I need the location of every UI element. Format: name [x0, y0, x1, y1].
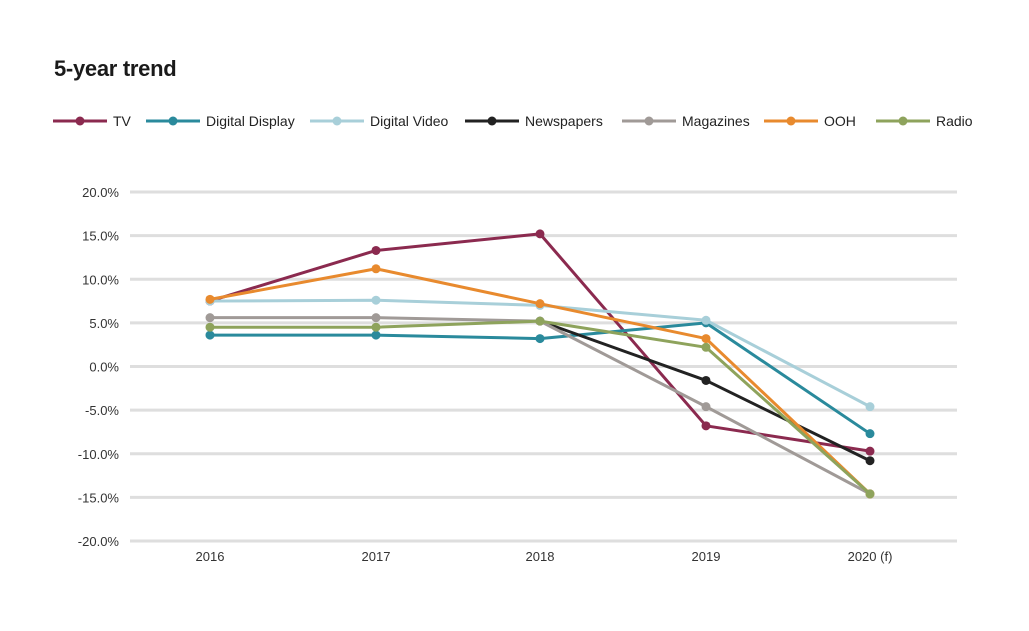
legend-marker [332, 116, 342, 126]
data-point [865, 402, 875, 412]
legend-marker [487, 116, 497, 126]
legend-item: Digital Video [310, 113, 449, 129]
legend-item: OOH [764, 113, 856, 129]
x-tick-label: 2020 (f) [848, 549, 893, 564]
data-point [205, 322, 215, 332]
data-point [865, 446, 875, 456]
series-lines [205, 229, 875, 499]
legend-marker [898, 116, 908, 126]
data-point [371, 313, 381, 323]
y-axis-ticks: 20.0% 15.0% 10.0% 5.0% 0.0% -5.0% -10.0% -15.0%… [78, 185, 120, 549]
data-point [701, 421, 711, 431]
legend-marker [168, 116, 178, 126]
data-point [701, 375, 711, 385]
data-point [535, 334, 545, 344]
y-tick-label: 5.0% [89, 316, 119, 331]
legend-item: Digital Display [146, 113, 295, 129]
data-point [535, 299, 545, 309]
y-tick-label: 0.0% [89, 360, 119, 375]
legend-marker [644, 116, 654, 126]
data-point [701, 334, 711, 344]
data-point [701, 342, 711, 352]
legend-label: OOH [824, 113, 856, 129]
x-tick-label: 2016 [196, 549, 225, 564]
y-tick-label: -15.0% [78, 490, 120, 505]
data-point [205, 313, 215, 323]
x-tick-label: 2017 [362, 549, 391, 564]
legend-item: Radio [876, 113, 973, 129]
gridlines [130, 190, 957, 543]
data-point [535, 229, 545, 239]
legend-item: Magazines [622, 113, 750, 129]
chart-title: 5-year trend [54, 56, 177, 81]
x-tick-label: 2018 [526, 549, 555, 564]
series-line [208, 319, 872, 496]
data-point [205, 294, 215, 304]
legend-label: TV [113, 113, 132, 129]
data-point [865, 489, 875, 499]
legend-item: TV [53, 113, 132, 129]
legend-label: Digital Video [370, 113, 449, 129]
y-tick-label: 10.0% [82, 272, 119, 287]
data-point [371, 264, 381, 274]
legend-marker [75, 116, 85, 126]
x-tick-label: 2019 [692, 549, 721, 564]
legend-label: Radio [936, 113, 973, 129]
series-digital-video [205, 295, 875, 412]
data-point [371, 322, 381, 332]
series-radio [205, 316, 875, 499]
legend-item: Newspapers [465, 113, 603, 129]
data-point [701, 402, 711, 412]
y-tick-label: 15.0% [82, 229, 119, 244]
series-digital-display [205, 318, 875, 439]
legend-label: Digital Display [206, 113, 295, 129]
y-tick-label: -10.0% [78, 447, 120, 462]
data-point [535, 316, 545, 326]
legend-label: Magazines [682, 113, 750, 129]
x-axis-ticks: 2016 2017 2018 2019 2020 (f) [196, 549, 893, 564]
legend: TV Digital Display Digital Video Newspapers… [53, 113, 973, 129]
data-point [701, 315, 711, 325]
data-point [371, 245, 381, 255]
y-tick-label: 20.0% [82, 185, 119, 200]
legend-label: Newspapers [525, 113, 603, 129]
y-tick-label: -20.0% [78, 534, 120, 549]
data-point [205, 330, 215, 340]
data-point [865, 429, 875, 439]
data-point [371, 295, 381, 305]
data-point [865, 456, 875, 466]
legend-marker [786, 116, 796, 126]
y-tick-label: -5.0% [85, 403, 119, 418]
data-point [371, 330, 381, 340]
